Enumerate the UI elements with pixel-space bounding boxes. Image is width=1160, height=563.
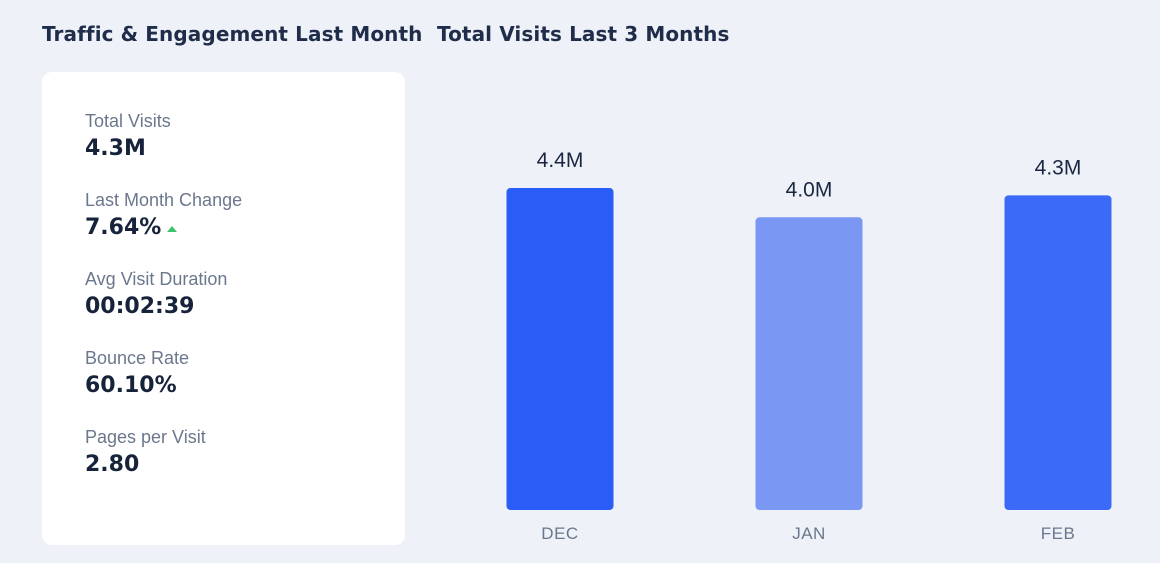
stat-value-text: 60.10% [85, 373, 177, 398]
stat-label: Last Month Change [85, 190, 243, 210]
bar-value-label-jan: 4.0M [786, 178, 833, 201]
bar-value-label-feb: 4.3M [1035, 156, 1082, 179]
stat-total-visits: Total Visits 4.3M [85, 110, 405, 189]
stat-value: 7.64% [85, 213, 405, 243]
stat-value-text: 2.80 [85, 452, 140, 477]
stat-value-text: 7.64% [85, 215, 162, 240]
stat-avg-visit-duration: Avg Visit Duration 00:02:39 [85, 268, 405, 347]
stat-value: 00:02:39 [85, 292, 405, 322]
trend-up-icon [167, 226, 178, 232]
category-label-dec: DEC [541, 524, 578, 543]
stat-last-month-change: Last Month Change 7.64% [85, 189, 405, 268]
stat-pages-per-visit: Pages per Visit 2.80 [85, 426, 405, 505]
bar-dec[interactable] [506, 188, 614, 510]
stat-value: 60.10% [85, 371, 405, 401]
stats-card: Total Visits 4.3M Last Month Change 7.64… [42, 72, 405, 545]
stat-label: Pages per Visit [85, 427, 206, 447]
stat-label: Avg Visit Duration [85, 269, 228, 289]
traffic-engagement-title: Traffic & Engagement Last Month [42, 22, 423, 46]
bar-value-label-dec: 4.4M [537, 149, 584, 172]
bar-jan[interactable] [755, 217, 863, 511]
total-visits-title: Total Visits Last 3 Months [437, 22, 730, 46]
bar-feb[interactable] [1004, 195, 1112, 510]
total-visits-bar-chart: 4.4M DEC 4.0M JAN 4.3M FEB [506, 149, 1112, 543]
stat-value: 2.80 [85, 450, 405, 480]
category-label-jan: JAN [792, 524, 826, 543]
stat-value: 4.3M [85, 134, 405, 164]
stat-label: Total Visits [85, 111, 171, 131]
category-label-feb: FEB [1041, 524, 1076, 543]
stat-value-text: 4.3M [85, 136, 146, 161]
stat-label: Bounce Rate [85, 348, 190, 368]
stat-value-text: 00:02:39 [85, 294, 195, 319]
stat-bounce-rate: Bounce Rate 60.10% [85, 347, 405, 426]
